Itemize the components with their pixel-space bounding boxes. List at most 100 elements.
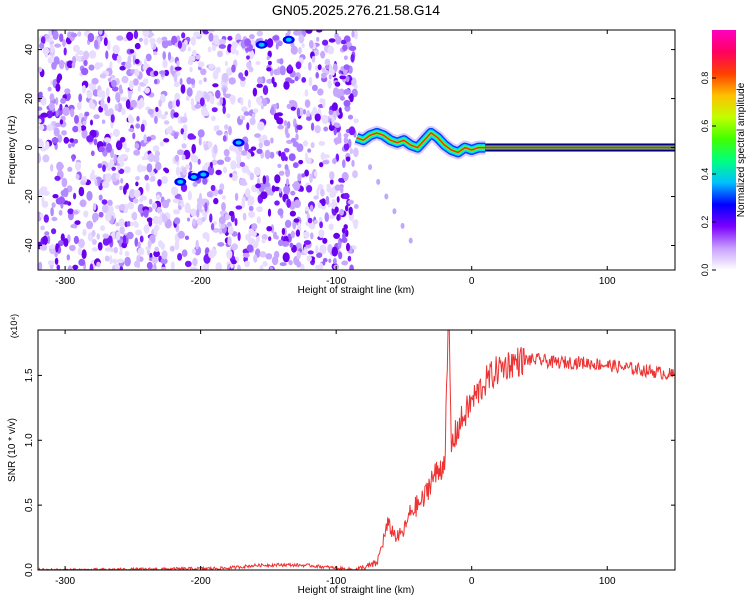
heatmap-noise-cell [132, 198, 139, 204]
heatmap-noise-cell [167, 51, 172, 61]
heatmap-noise-cell [89, 263, 94, 270]
heatmap-noise-cell [161, 36, 168, 41]
heatmap-noise-cell [328, 258, 332, 263]
heatmap-noise-cell [104, 110, 112, 117]
heatmap-noise-cell [202, 264, 207, 270]
heatmap-noise-cell [343, 142, 350, 151]
heatmap-noise-cell [231, 259, 237, 265]
heatmap-noise-cell [213, 188, 219, 197]
heatmap-noise-cell [284, 164, 289, 171]
heatmap-noise-cell [201, 208, 206, 216]
heatmap-noise-cell [213, 197, 219, 205]
heatmap-noise-cell [178, 205, 182, 210]
heatmap-noise-cell [155, 161, 162, 171]
heatmap-noise-cell [55, 243, 59, 253]
heatmap-noise-cell [184, 202, 191, 213]
heatmap-noise-cell [321, 72, 327, 79]
heatmap-noise-cell [284, 148, 290, 153]
x-tick-label: -300 [55, 576, 75, 587]
heatmap-noise-cell [181, 143, 187, 149]
heatmap-noise-cell [240, 181, 248, 186]
heatmap-noise-cell [321, 114, 329, 125]
heatmap-noise-cell [174, 66, 182, 71]
heatmap-noise-cell [137, 203, 145, 214]
heatmap-noise-cell [98, 194, 103, 201]
heatmap-noise-cell [236, 264, 241, 270]
heatmap-noise-cell [73, 192, 77, 200]
heatmap-noise-cell [77, 247, 83, 256]
heatmap-noise-cell [50, 164, 54, 172]
heatmap-noise-cell [139, 97, 144, 107]
heatmap-noise-cell [51, 228, 57, 235]
heatmap-noise-cell [324, 212, 330, 223]
heatmap-noise-cell [316, 187, 320, 198]
heatmap-noise-cell [281, 228, 286, 235]
heatmap-noise-cell [119, 250, 123, 256]
heatmap-noise-cell [316, 36, 320, 42]
heatmap-noise-cell [46, 124, 54, 131]
heatmap-noise-cell [38, 66, 43, 73]
heatmap-noise-cell [266, 38, 274, 48]
heatmap-noise-cell [78, 238, 85, 249]
heatmap-noise-cell [49, 93, 55, 102]
heatmap-noise-cell [135, 181, 139, 187]
heatmap-noise-cell [313, 219, 318, 224]
heatmap-noise-cell [156, 206, 162, 214]
heatmap-noise-cell [193, 245, 202, 256]
heatmap-noise-cell [343, 224, 348, 230]
heatmap-noise-cell [241, 198, 246, 209]
heatmap-noise-cell [74, 220, 81, 226]
heatmap-noise-cell [161, 213, 166, 220]
heatmap-noise-cell [251, 113, 256, 119]
heatmap-noise-cell [287, 121, 291, 129]
colorbar-ticks: 0.0 0.2 0.4 0.6 0.8 [700, 72, 716, 276]
heatmap-noise-cell [40, 97, 47, 106]
heatmap-noise-cell [311, 84, 318, 92]
heatmap-noise-cell [257, 177, 260, 185]
heatmap-noise-cell [91, 169, 95, 178]
heatmap-noise-cell [190, 152, 195, 162]
heatmap-noise-cell [190, 36, 196, 46]
heatmap-noise-cell [338, 107, 342, 114]
heatmap-noise-cell [42, 47, 50, 56]
heatmap-noise-cell [279, 262, 287, 267]
heatmap-noise-cell [159, 70, 166, 75]
heatmap-noise-cell [246, 122, 250, 131]
heatmap-noise-cell [211, 44, 217, 52]
heatmap-noise-cell [280, 151, 286, 162]
heatmap-noise-cell [101, 119, 106, 124]
heatmap-noise-cell [241, 106, 248, 113]
heatmap-noise-cell [100, 98, 105, 108]
heatmap-noise-cell [201, 165, 208, 172]
heatmap-noise-cell [342, 44, 348, 52]
heatmap-noise-cell [324, 58, 331, 66]
heatmap-noise-cell [42, 154, 50, 163]
heatmap-noise-cell [78, 93, 83, 103]
heatmap-noise-cell [47, 260, 55, 266]
heatmap-noise-cell [154, 79, 158, 85]
heatmap-noise-cell [211, 159, 218, 166]
heatmap-noise-cell [246, 169, 251, 176]
heatmap-noise-cell [111, 166, 116, 171]
heatmap-noise-cell [255, 183, 261, 189]
heatmap-noise-cell [314, 113, 321, 122]
heatmap-noise-cell [170, 261, 175, 270]
heatmap-noise-cell [136, 254, 140, 264]
heatmap-noise-cell [199, 97, 205, 107]
heatmap-noise-cell [86, 220, 94, 230]
heatmap-noise-cell [278, 170, 285, 176]
heatmap-noise-cell [89, 50, 97, 59]
heatmap-noise-cell [121, 75, 129, 84]
heatmap-noise-cell [202, 30, 210, 35]
heatmap-noise-cell [283, 185, 291, 195]
heatmap-noise-cell [58, 209, 63, 216]
heatmap-noise-cell [82, 84, 86, 94]
heatmap-noise-cell [330, 69, 335, 76]
heatmap-noise-cell [328, 74, 332, 80]
heatmap-noise-cell [327, 45, 335, 55]
heatmap-noise-cell [202, 177, 208, 185]
heatmap-noise-cell [185, 95, 190, 101]
heatmap-noise-cell [115, 92, 121, 102]
heatmap-noise-cell [260, 191, 268, 200]
